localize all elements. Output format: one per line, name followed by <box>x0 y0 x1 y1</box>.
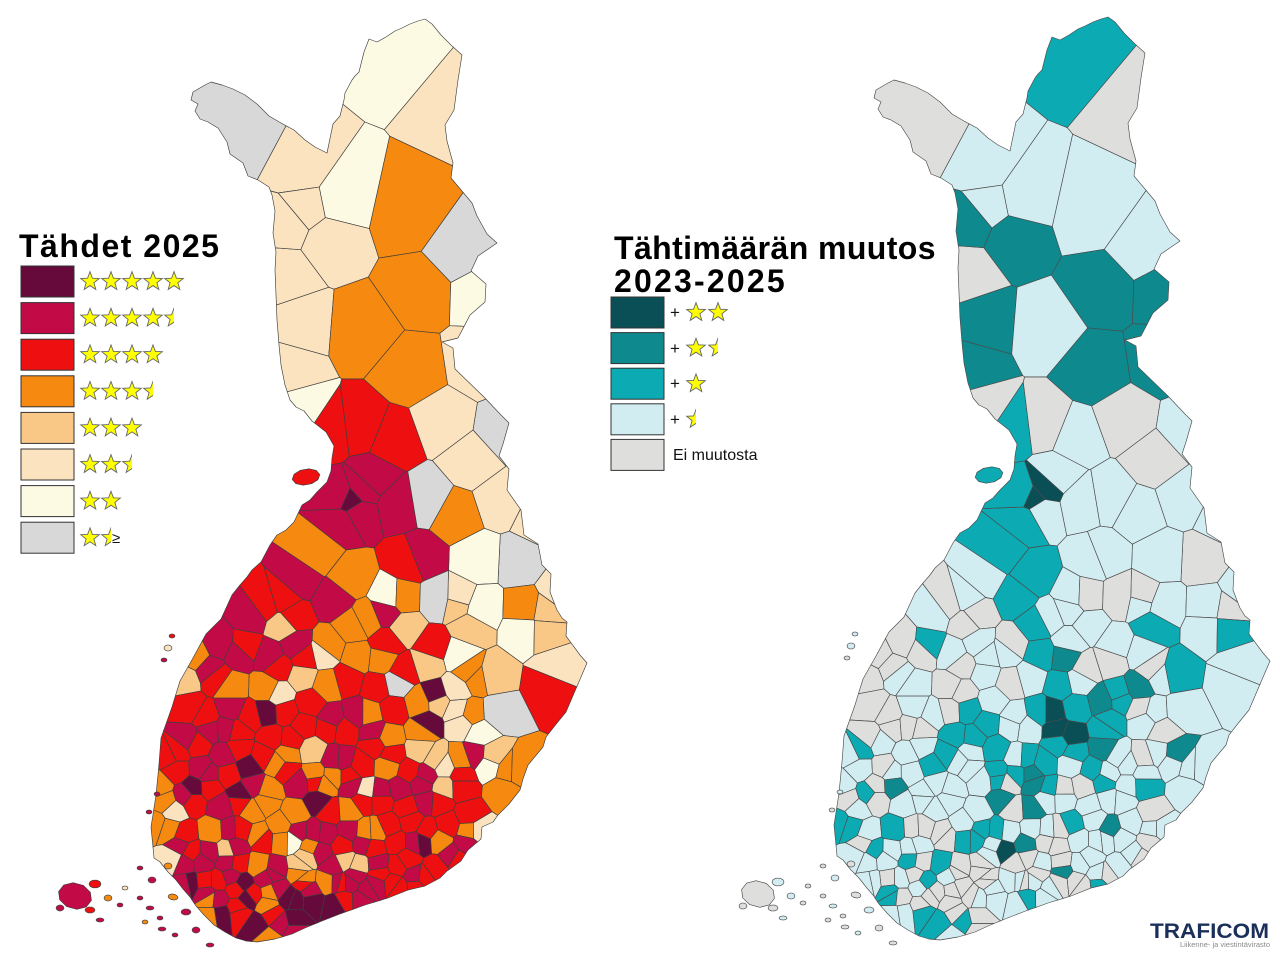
svg-text:+: + <box>670 410 680 429</box>
svg-text:Liikenne- ja viestintävirasto: Liikenne- ja viestintävirasto <box>1180 940 1270 949</box>
svg-text:Ei muutosta: Ei muutosta <box>673 447 758 464</box>
svg-text:≥: ≥ <box>112 530 120 547</box>
svg-text:+: + <box>670 339 680 358</box>
svg-text:+: + <box>670 303 680 322</box>
svg-text:+: + <box>670 374 680 393</box>
svg-text:TRAFICOM: TRAFICOM <box>1150 920 1269 943</box>
